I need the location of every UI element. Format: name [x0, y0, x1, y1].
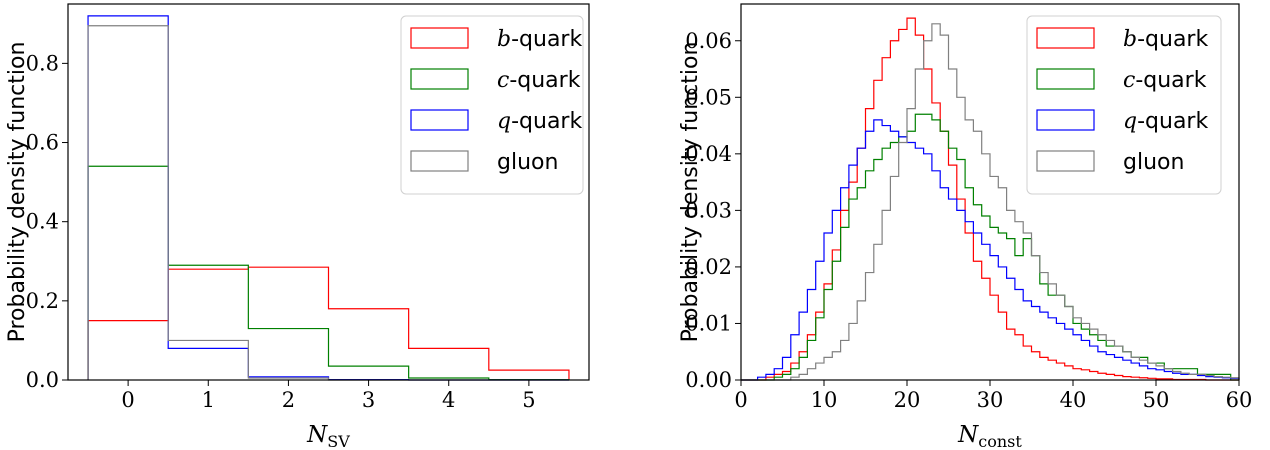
nconst-x-tick-label: 40: [1060, 388, 1087, 412]
nsv-histogram-panel: 0 1 2 3 4 5 0.0 0.2 0.4 0.6 0.8 NSV Probability de…: [5, 3, 590, 450]
nconst-x-tick-label: 60: [1226, 388, 1253, 412]
nsv-y-tick-label: 0.6: [26, 131, 59, 155]
nconst-y-tick-label: 0.02: [685, 255, 732, 279]
nsv-axis-ticks: 0 1 2 3 4 5 0.0 0.2 0.4 0.6 0.8: [26, 51, 536, 412]
nconst-q-quark-histogram: [741, 119, 1240, 381]
nconst-axis-ticks: 0 10 20 30 40 50 60 0.00 0.01 0.02 0.03 0.04 0.05 0.0…: [685, 29, 1252, 412]
nsv-legend: b-quark c-quark q-quark gluon: [400, 15, 584, 195]
nconst-legend-label-q-quark: q-quark: [1123, 109, 1208, 134]
nsv-y-axis-title: Probability density function: [5, 42, 30, 343]
nsv-legend-label-b-quark: b-quark: [497, 27, 582, 52]
nsv-x-tick-label: 0: [121, 388, 134, 412]
nconst-x-axis-title: Nconst: [957, 422, 1022, 450]
nconst-x-tick-label: 50: [1143, 388, 1170, 412]
nconst-legend-swatch-q-quark: [1036, 109, 1095, 131]
nsv-legend-label-q-quark: q-quark: [497, 109, 582, 134]
nsv-x-axis-title: NSV: [306, 422, 350, 450]
nconst-y-tick-label: 0.05: [685, 85, 732, 109]
nsv-y-tick-label: 0.2: [26, 289, 59, 313]
nconst-legend-swatch-b-quark: [1036, 27, 1095, 49]
nconst-y-tick-label: 0.03: [685, 198, 732, 222]
nconst-x-tick-label: 30: [977, 388, 1004, 412]
nsv-y-tick-label: 0.8: [26, 51, 59, 75]
nsv-x-tick-label: 1: [202, 388, 215, 412]
nconst-legend-label-gluon: gluon: [1123, 150, 1184, 175]
nconst-legend-swatch-gluon: [1036, 150, 1095, 172]
nconst-histogram-lines: [741, 17, 1240, 381]
nsv-legend-swatch-q-quark: [410, 109, 469, 131]
nconst-legend: b-quark c-quark q-quark gluon: [1026, 15, 1222, 195]
nconst-y-tick-label: 0.00: [685, 368, 732, 392]
nsv-x-tick-label: 4: [442, 388, 455, 412]
nsv-y-tick-label: 0.0: [26, 368, 59, 392]
nconst-b-quark-histogram: [741, 17, 1239, 381]
nconst-legend-box: [1026, 15, 1222, 195]
nconst-x-tick-label: 10: [811, 388, 838, 412]
nsv-plot-frame: [67, 3, 590, 381]
nconst-histogram-panel: 0 10 20 30 40 50 60 0.00 0.01 0.02 0.03 0.04 0.05 0.0…: [678, 3, 1252, 450]
nconst-gluon-histogram: [741, 23, 1240, 381]
nsv-y-tick-label: 0.4: [26, 210, 59, 234]
nconst-x-tick-label: 20: [894, 388, 921, 412]
nconst-x-tick-label: 0: [734, 388, 747, 412]
nsv-legend-swatch-c-quark: [410, 68, 469, 90]
nconst-y-tick-label: 0.06: [685, 29, 732, 53]
nconst-legend-label-c-quark: c-quark: [1123, 68, 1207, 93]
nsv-legend-label-gluon: gluon: [497, 150, 558, 175]
nconst-y-tick-label: 0.01: [685, 311, 732, 335]
nconst-legend-swatch-c-quark: [1036, 68, 1095, 90]
nconst-legend-label-b-quark: b-quark: [1123, 27, 1208, 52]
nsv-legend-box: [400, 15, 584, 195]
nconst-y-axis-title: Probability density function: [678, 42, 703, 343]
nsv-x-tick-label: 5: [522, 388, 535, 412]
nsv-legend-swatch-gluon: [410, 150, 469, 172]
nconst-y-tick-label: 0.04: [685, 142, 732, 166]
nsv-x-tick-label: 2: [282, 388, 295, 412]
nsv-legend-label-c-quark: c-quark: [497, 68, 581, 93]
nsv-x-tick-label: 3: [362, 388, 375, 412]
nsv-legend-swatch-b-quark: [410, 27, 469, 49]
